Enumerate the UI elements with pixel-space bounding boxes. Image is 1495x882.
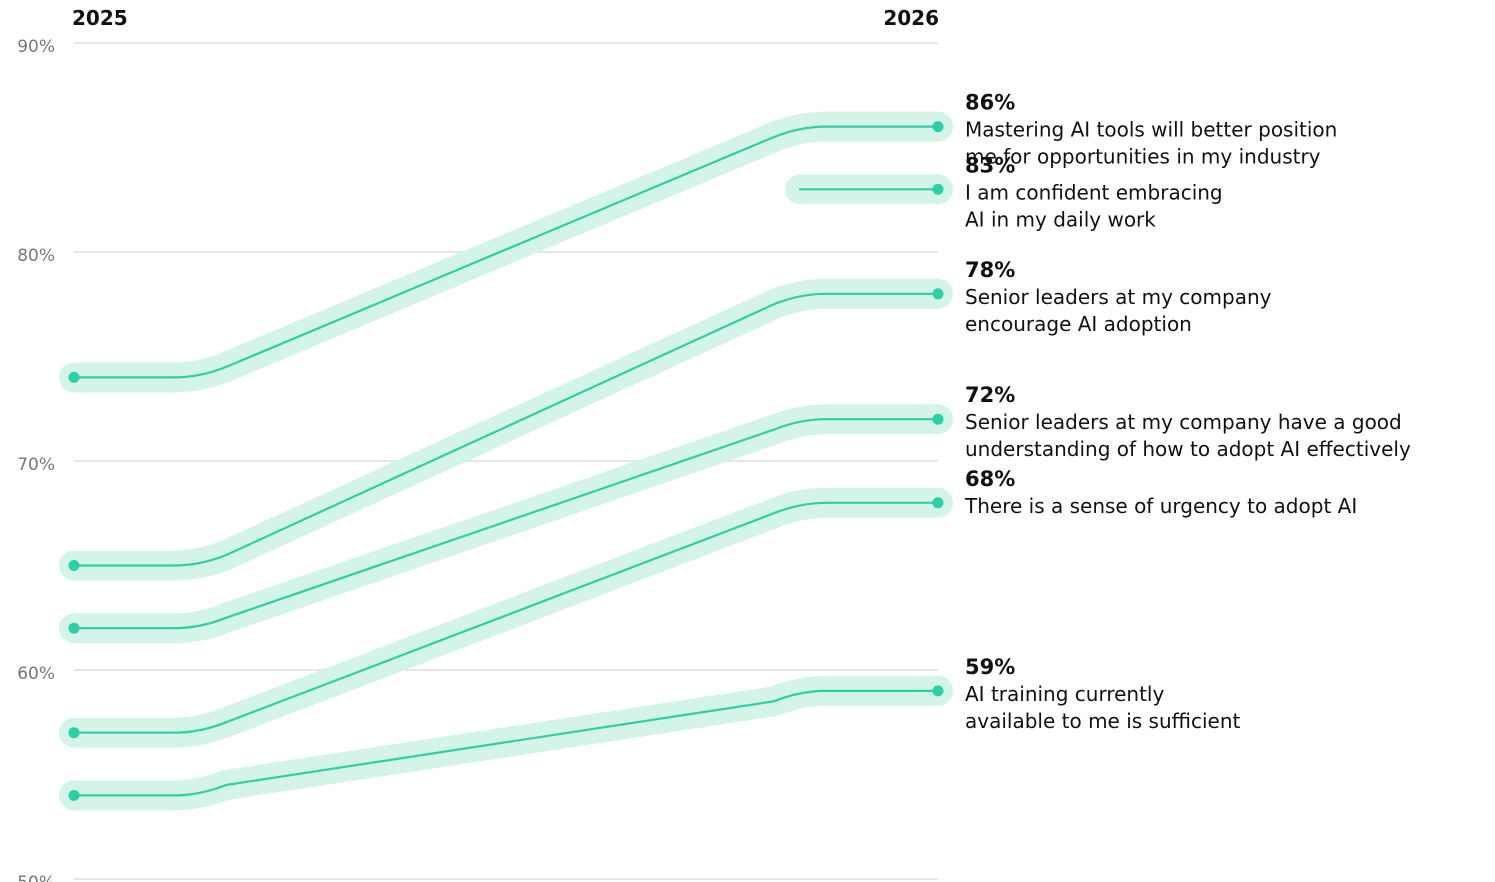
y-tick-label: 90% <box>17 37 55 57</box>
data-point-2025 <box>68 727 80 739</box>
series-label-line: AI in my daily work <box>965 207 1156 231</box>
data-point-2026 <box>932 183 944 195</box>
series-line <box>72 292 940 567</box>
series-line <box>72 501 940 734</box>
series-label-line: me for opportunities in my industry <box>965 145 1321 169</box>
series-label-line: There is a sense of urgency to adopt AI <box>964 494 1357 518</box>
series-label-line: Senior leaders at my company <box>965 285 1272 309</box>
y-tick-label: 70% <box>17 455 55 475</box>
text-layer: 2025 2026 90% 80% 70% 60% 50% 86% Mastering AI… <box>17 6 1411 882</box>
line-layer <box>72 125 940 797</box>
data-point-2025 <box>68 560 80 571</box>
series-line <box>72 125 940 379</box>
series-band <box>59 404 953 644</box>
series-value-label: 72% <box>965 383 1015 407</box>
dot-layer <box>68 121 944 801</box>
y-tick-label: 80% <box>17 246 55 266</box>
x-category-label-2026: 2026 <box>883 6 939 30</box>
series-label-line: available to me is sufficient <box>965 709 1241 733</box>
data-point-2026 <box>932 121 944 133</box>
series-value-label: 59% <box>965 655 1015 679</box>
x-category-label-2025: 2025 <box>72 6 128 30</box>
series-value-label: 86% <box>965 91 1015 115</box>
data-point-2026 <box>932 685 944 697</box>
data-point-2026 <box>932 497 944 509</box>
series-label-line: understanding of how to adopt AI effecti… <box>965 437 1411 461</box>
data-point-2026 <box>932 288 944 300</box>
data-point-2025 <box>68 622 80 634</box>
series-line <box>72 418 940 630</box>
series-label-line: AI training currently <box>965 682 1164 706</box>
grid-layer <box>74 42 938 880</box>
data-point-2026 <box>932 413 944 425</box>
series-value-label: 68% <box>965 467 1015 491</box>
series-line <box>72 689 940 797</box>
series-label-line: I am confident embracing <box>965 180 1223 204</box>
y-tick-label: 60% <box>17 664 55 684</box>
series-label-line: Senior leaders at my company have a good <box>965 410 1402 434</box>
data-point-2025 <box>68 371 80 383</box>
y-tick-label: 50% <box>17 873 55 882</box>
data-point-2025 <box>68 789 80 801</box>
series-label-line: Mastering AI tools will better position <box>965 118 1337 142</box>
series-value-label: 83% <box>965 153 1015 177</box>
series-label-line: encourage AI adoption <box>965 312 1192 336</box>
series-value-label: 78% <box>965 258 1015 282</box>
